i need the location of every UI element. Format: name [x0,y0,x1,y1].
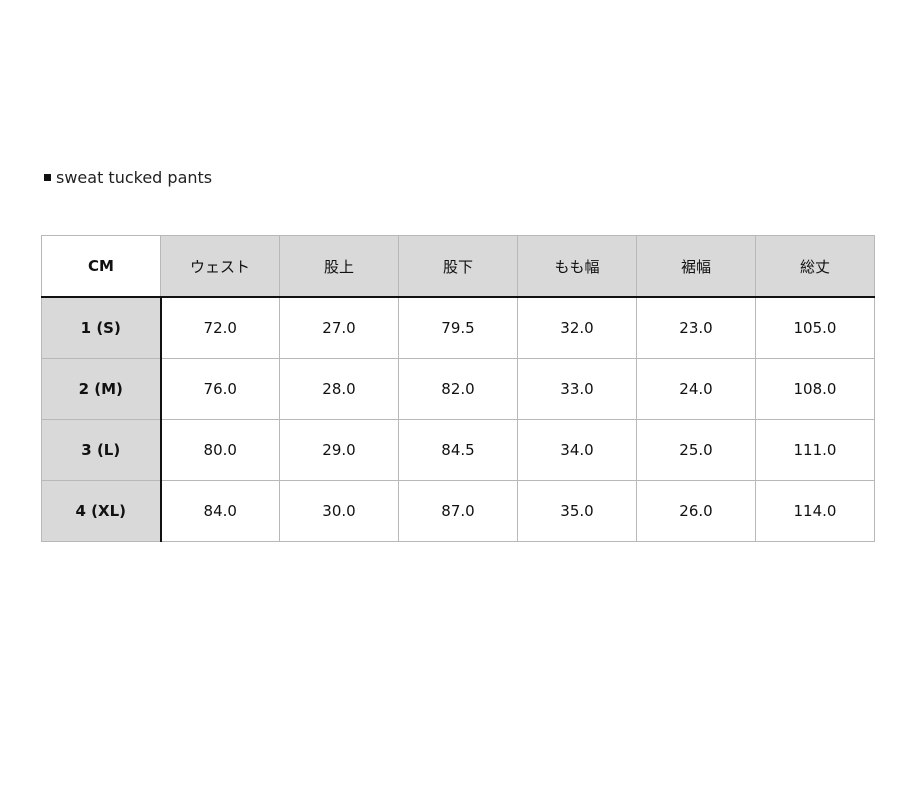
page-title: sweat tucked pants [44,168,212,187]
measurement-cell: 32.0 [517,296,637,359]
measurement-cell: 30.0 [279,480,399,542]
measurement-cell: 72.0 [160,296,280,359]
measurement-cell: 28.0 [279,358,399,420]
table-row: 3 (L) 80.0 29.0 84.5 34.0 25.0 111.0 [41,419,875,481]
measurement-cell: 108.0 [755,358,875,420]
measurement-cell: 80.0 [160,419,280,481]
square-bullet-icon [44,174,51,181]
column-header: ウェスト [160,235,280,298]
column-header: もも幅 [517,235,637,298]
size-label: 2 (M) [41,358,162,420]
size-label: 4 (XL) [41,480,162,542]
measurement-cell: 87.0 [398,480,518,542]
table-row: 1 (S) 72.0 27.0 79.5 32.0 23.0 105.0 [41,296,875,359]
measurement-cell: 29.0 [279,419,399,481]
column-header: 股上 [279,235,399,298]
measurement-cell: 82.0 [398,358,518,420]
size-table: CM ウェスト 股上 股下 もも幅 裾幅 総丈 1 (S) 72.0 27.0 79.5 32.0 23… [41,235,875,542]
column-header: 裾幅 [636,235,756,298]
measurement-cell: 84.5 [398,419,518,481]
measurement-cell: 25.0 [636,419,756,481]
measurement-cell: 24.0 [636,358,756,420]
column-header: 股下 [398,235,518,298]
column-header: 総丈 [755,235,875,298]
measurement-cell: 114.0 [755,480,875,542]
size-label: 3 (L) [41,419,162,481]
measurement-cell: 27.0 [279,296,399,359]
measurement-cell: 23.0 [636,296,756,359]
header-row: CM ウェスト 股上 股下 もも幅 裾幅 総丈 [41,235,875,298]
corner-cell: CM [41,235,161,298]
measurement-cell: 76.0 [160,358,280,420]
title-text: sweat tucked pants [56,168,213,187]
table-row: 2 (M) 76.0 28.0 82.0 33.0 24.0 108.0 [41,358,875,420]
size-label: 1 (S) [41,296,162,359]
measurement-cell: 33.0 [517,358,637,420]
measurement-cell: 26.0 [636,480,756,542]
measurement-cell: 105.0 [755,296,875,359]
measurement-cell: 111.0 [755,419,875,481]
measurement-cell: 84.0 [160,480,280,542]
measurement-cell: 34.0 [517,419,637,481]
measurement-cell: 35.0 [517,480,637,542]
table-row: 4 (XL) 84.0 30.0 87.0 35.0 26.0 114.0 [41,480,875,542]
measurement-cell: 79.5 [398,296,518,359]
